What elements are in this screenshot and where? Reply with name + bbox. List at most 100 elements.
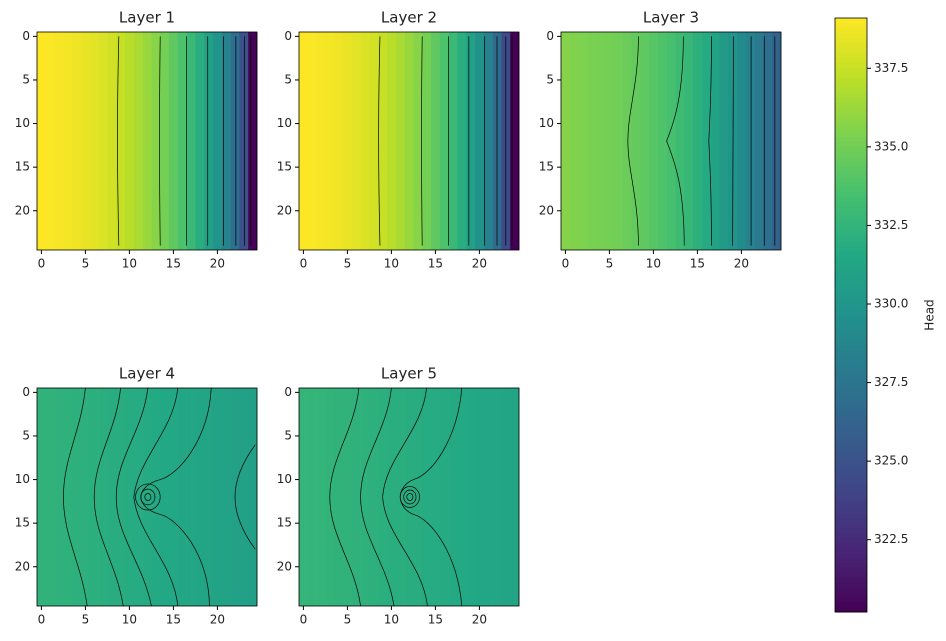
heatmap-cell [475, 32, 485, 250]
heatmap-cell [299, 32, 309, 250]
heatmap [299, 388, 520, 606]
colorbar-swatch [835, 428, 867, 435]
heatmap-cell [510, 388, 520, 606]
heatmap-cell [448, 388, 458, 606]
heatmap-cell [457, 388, 467, 606]
x-tick-label: 10 [122, 613, 137, 627]
heatmap-cell [483, 32, 493, 250]
contour-line [379, 36, 380, 245]
heatmap-cell [360, 32, 370, 250]
heatmap-cell [204, 32, 214, 250]
heatmap-cell [622, 32, 632, 250]
colorbar-swatch [835, 468, 867, 474]
heatmap-cell [221, 32, 231, 250]
y-tick-label: 10 [539, 116, 554, 130]
heatmap-cell [492, 388, 502, 606]
colorbar-tick-label: 332.5 [874, 218, 908, 232]
heatmap-cell [63, 32, 73, 250]
colorbar-swatch [835, 448, 867, 455]
x-tick-label: 5 [344, 613, 352, 627]
colorbar-swatch [835, 102, 867, 108]
colorbar-swatch [835, 369, 867, 375]
colorbar-swatch [835, 409, 867, 415]
heatmap-cell [343, 388, 353, 606]
colorbar-swatch [835, 334, 867, 341]
contour-line [400, 487, 419, 508]
colorbar-swatch [835, 493, 867, 499]
colorbar-swatch [835, 121, 867, 128]
heatmap-cell [142, 32, 152, 250]
heatmap-cell [186, 32, 196, 250]
y-tick-label: 0 [22, 385, 30, 399]
colorbar-swatch [835, 166, 867, 172]
colorbar-tick-label: 337.5 [874, 61, 908, 75]
y-tick-label: 0 [284, 29, 292, 43]
contour-line [709, 36, 712, 245]
heatmap-cell [431, 388, 441, 606]
colorbar-swatch [835, 265, 867, 271]
colorbar-swatch [835, 295, 867, 301]
colorbar-swatch [835, 112, 867, 118]
heatmap-cell [160, 388, 170, 606]
colorbar-swatch [835, 473, 867, 479]
colorbar-swatch [835, 255, 867, 262]
heatmap-cell [334, 32, 344, 250]
x-tick-label: 20 [472, 613, 487, 627]
colorbar-swatch [835, 171, 867, 177]
axes-frame [298, 31, 520, 251]
heatmap-cell [239, 388, 249, 606]
x-tick-label: 5 [344, 257, 352, 271]
colorbar-swatch [835, 146, 867, 153]
colorbar-swatch [835, 310, 867, 316]
colorbar-swatch [835, 458, 867, 464]
colorbar-tick-label: 330.0 [874, 297, 908, 311]
colorbar-swatch [835, 547, 867, 554]
colorbar-swatch [835, 47, 867, 54]
colorbar-swatch [835, 97, 867, 103]
axes-frame [560, 31, 782, 251]
heatmap-cell [587, 32, 597, 250]
contour-line [330, 388, 361, 606]
y-tick-label: 10 [15, 116, 30, 130]
x-tick-label: 15 [690, 257, 705, 271]
heatmap-cell [151, 388, 161, 606]
axes-frame [36, 387, 258, 607]
colorbar-swatch [835, 324, 867, 331]
heatmap-cell [387, 32, 397, 250]
colorbar-swatch [835, 364, 867, 370]
colorbar-swatch [835, 126, 867, 133]
heatmap-cell [413, 32, 423, 250]
heatmap-cell [640, 32, 650, 250]
colorbar-swatch [835, 607, 867, 613]
x-tick-label: 10 [122, 257, 137, 271]
contour-line [160, 36, 161, 245]
x-tick-label: 0 [38, 613, 46, 627]
colorbar-swatch [835, 186, 867, 192]
heatmap-cell [307, 32, 317, 250]
contour-line [361, 388, 394, 606]
colorbar-tick-label: 325.0 [874, 454, 908, 468]
contour-line [422, 36, 423, 245]
x-tick-label: 15 [428, 613, 443, 627]
colorbar-tick-label: 322.5 [874, 532, 908, 546]
colorbar-swatch [835, 181, 867, 187]
heatmap-cell [631, 32, 641, 250]
heatmap-cell [369, 32, 379, 250]
colorbar-swatch [835, 240, 867, 247]
heatmap-cell [125, 388, 135, 606]
colorbar-swatch [835, 92, 867, 98]
y-tick-label: 15 [277, 516, 292, 530]
heatmap-cell [772, 32, 782, 250]
heatmap-cell [395, 32, 405, 250]
heatmap-cell [142, 388, 152, 606]
axes-frame [298, 387, 520, 607]
heatmap-cell [737, 32, 747, 250]
colorbar-swatch [835, 32, 867, 39]
heatmap-cell [151, 32, 161, 250]
colorbar-swatch [835, 72, 867, 78]
heatmap-cell [422, 32, 432, 250]
heatmap-cell [701, 32, 711, 250]
colorbar-swatch [835, 423, 867, 430]
heatmap-cell [649, 32, 659, 250]
heatmap-cell [475, 388, 485, 606]
